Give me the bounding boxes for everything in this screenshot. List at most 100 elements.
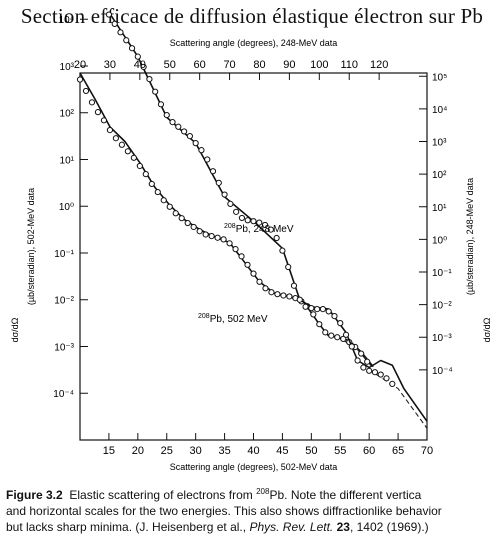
data-point [340,335,347,342]
x-bottom-tick-label: 25 [161,445,173,457]
x-bottom-tick-label: 55 [334,445,346,457]
data-point [220,236,227,243]
data-point [192,140,199,147]
data-point [124,148,131,155]
data-point [348,343,355,350]
x-top-tick-label: 60 [194,59,206,71]
data-point [328,332,335,339]
data-point [186,133,193,140]
x-bottom-tick-label: 30 [190,445,202,457]
chart-axes [79,18,428,441]
data-point [82,87,90,95]
data-point [128,45,136,52]
y-left-tick-label: 10³ [60,62,75,73]
caption-text-1b: Pb. Note the different vertica [269,488,422,502]
y-left-axis-label: (µb/steradian), 502-MeV data [26,188,36,305]
data-point [342,331,350,338]
data-point [181,128,188,135]
data-point [366,367,373,374]
x-bottom-tick-label: 15 [103,445,115,457]
x-top-axis-label: Scattering angle (degrees), 248-MeV data [170,38,338,48]
y-left-tick-label: 10⁻³ [54,342,74,353]
data-point [221,191,228,198]
y-right-tick-label: 10² [432,170,447,181]
data-point [130,154,137,161]
y-right-tick-label: 10⁻⁴ [432,366,453,377]
caption-volume: 23 [336,520,350,534]
data-point [256,219,263,226]
data-point [296,296,303,303]
data-point [118,141,125,148]
data-point [215,179,222,186]
data-point [262,285,269,292]
y-right-tick-label: 10⁻³ [432,333,452,344]
data-point [285,263,292,271]
data-point [154,188,161,196]
series-502-mev [105,11,428,429]
data-point [360,364,367,371]
data-point [322,329,329,336]
data-point [238,253,245,260]
data-point [389,380,396,387]
data-point [244,261,251,268]
data-point [88,99,96,106]
caption-line-3: but lacks sharp minima. (J. Heisenberg e… [6,519,502,535]
data-point [105,11,113,18]
data-point [273,234,280,242]
x-top-tick-label: 120 [370,59,388,71]
data-point [166,203,173,210]
data-point [227,200,234,208]
caption-text-3a: but lacks sharp minima. (J. Heisenberg e… [6,520,250,534]
data-point [152,88,159,95]
data-point [267,226,274,233]
series-label-text: Pb, 502 MeV [210,314,268,325]
x-bottom-tick-label: 70 [421,445,433,457]
x-top-tick-label: 30 [104,59,116,71]
series-label-sup: 208 [198,313,210,320]
data-point [209,168,217,175]
x-top-tick-label: 50 [164,59,176,71]
data-point [208,233,215,240]
data-point [308,305,315,312]
plot-frame [79,72,428,441]
data-point [274,291,281,298]
y-left-tick-label: 10⁰ [59,202,74,213]
data-point [136,162,143,170]
y-right-axis-label: (µb/steradian), 248-MeV data [465,178,475,295]
data-point [112,135,119,142]
data-point [146,75,153,83]
data-point [202,231,209,238]
data-point [290,282,298,289]
data-point [331,313,338,320]
data-point [337,320,344,327]
data-point [106,126,114,134]
caption-line-1: Figure 3.2 Elastic scattering of electro… [6,487,502,503]
data-point [316,321,323,328]
x-bottom-tick-label: 45 [276,445,288,457]
data-point [371,369,379,376]
data-point [302,303,309,310]
data-point [142,171,149,178]
data-point [134,53,141,60]
caption-journal: Phys. Rev. Lett. [249,520,334,534]
data-point [279,247,286,254]
data-point [314,305,321,313]
data-point [76,76,84,83]
data-point [184,219,191,227]
data-point [250,218,257,225]
caption-line-2: and horizontal scales for the two energi… [6,504,442,518]
chart-labels: 15 20 25 30 35 40 45 50 55 60 65 70 20 30 40 50 60 70 80 90… [10,15,492,472]
data-point [148,180,155,188]
y-left-axis-symbol: dσ/dΩ [10,317,20,342]
data-point [319,305,326,313]
y-right-tick-label: 10⁰ [432,235,447,246]
x-top-tick-label: 90 [283,59,295,71]
data-point [310,311,317,318]
data-point [268,289,275,296]
data-point [94,109,102,116]
x-bottom-tick-label: 60 [363,445,375,457]
data-point [238,214,246,222]
y-right-tick-label: 10¹ [432,203,447,214]
data-point [172,210,179,217]
series-248-mev [76,72,374,369]
